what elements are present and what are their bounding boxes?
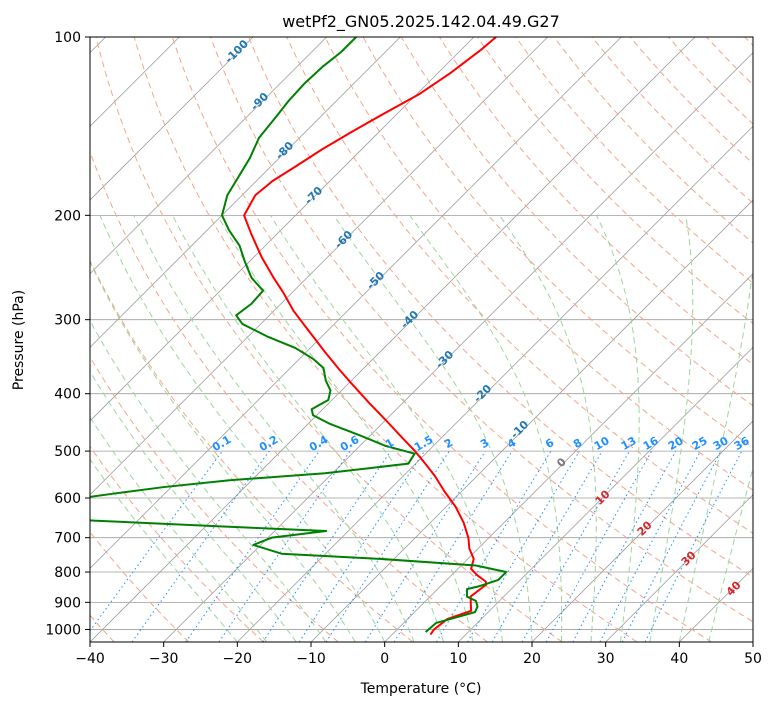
y-tick-label: 500 [54,444,81,460]
dry-adiabat-line [133,37,638,642]
x-tick-label: 0 [380,651,389,667]
isotherm-line [90,37,548,496]
dry-adiabat-line [171,37,712,642]
moist-adiabat-line [90,416,268,642]
plot-frame [89,36,754,643]
dry-adiabat-line [95,37,563,642]
chart-title: wetPf2_GN05.2025.142.04.49.G27 [282,12,560,32]
moist-adiabat-lines [90,215,753,642]
dry-adiabat-line [515,37,753,284]
profile-series [90,37,508,636]
y-tick-label: 800 [54,565,81,581]
mixing-ratio-line [262,450,392,642]
mixing-ratio-line [467,450,580,642]
isotherm-line [90,37,327,275]
dry-adiabat-line [210,37,753,623]
x-tick-label: 20 [523,651,541,667]
mixing-ratio-line [572,450,677,642]
x-tick-label: 40 [670,651,688,667]
mixing-ratio-line [131,450,270,642]
mixing-ratio-line [218,450,351,642]
x-tick-label: −30 [149,651,179,667]
moist-adiabat-line [90,260,356,642]
isotherm-line [90,37,696,642]
dry-adiabat-line [248,37,753,578]
x-axis-ticks: −40 −30 −20 −10 0 10 20 30 40 50 [75,642,762,667]
y-tick-label: 300 [54,313,81,329]
x-tick-label: −10 [296,651,326,667]
y-tick-label: 1000 [45,622,81,638]
isotherm-line [458,346,753,642]
isotherm-line [90,37,622,569]
x-tick-label: 10 [449,651,467,667]
dry-adiabat-line [324,37,753,491]
isotherm-line [90,37,254,201]
x-tick-label: −20 [223,651,253,667]
moist-adiabat-line [133,215,415,642]
isotherm-line [384,273,753,642]
x-tick-label: 30 [597,651,615,667]
moist-adiabat-line [678,265,753,642]
isotherm-line [90,37,475,422]
isotherm-line [237,125,753,642]
moist-adiabat-line [333,215,533,642]
moist-adiabat-line [90,458,238,642]
moist-adiabat-line [172,215,445,642]
y-tick-label: 600 [54,491,81,507]
moist-adiabat-line [99,215,386,642]
moist-adiabat-line [90,319,327,642]
y-tick-label: 700 [54,531,81,547]
mixing-ratio-line [325,450,450,642]
isotherm-line [90,37,401,348]
dewpoint-profile-line [90,37,508,633]
dry-adiabat-line [90,445,264,642]
dry-adiabat-line [286,37,753,534]
moist-adiabat-line [649,215,694,642]
x-tick-label: −40 [75,651,105,667]
x-tick-label: 50 [744,651,762,667]
mixing-ratio-line [185,450,320,642]
y-tick-label: 400 [54,387,81,403]
isotherm-line [531,420,753,642]
mixing-ratio-line [364,450,486,642]
moist-adiabat-line [596,215,640,642]
dry-adiabat-line [90,259,414,642]
mixing-ratio-line [298,450,425,642]
isobar-gridlines [90,37,753,630]
y-tick-label: 200 [54,208,81,224]
y-axis-ticks: 100 200 300 400 500 600 700 800 900 1000 [45,30,90,638]
y-tick-label: 100 [54,30,81,46]
mixing-ratio-line [599,450,701,642]
moist-adiabat-line [270,215,504,642]
moist-adiabat-line [499,215,597,642]
y-tick-label: 900 [54,595,81,611]
isotherm-line [605,494,753,642]
x-axis-label: Temperature (°C) [360,681,482,697]
moist-adiabat-line [409,215,563,642]
moist-adiabat-line [217,215,474,642]
y-axis-label: Pressure (hPa) [11,290,27,390]
moist-adiabat-line [90,370,297,642]
